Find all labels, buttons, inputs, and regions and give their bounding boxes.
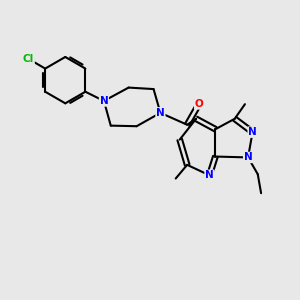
Text: N: N [100,96,108,106]
Text: N: N [205,170,214,180]
Text: O: O [195,99,203,109]
Text: N: N [244,152,253,162]
Text: N: N [156,108,165,118]
Text: N: N [248,127,257,137]
Text: Cl: Cl [23,54,34,64]
